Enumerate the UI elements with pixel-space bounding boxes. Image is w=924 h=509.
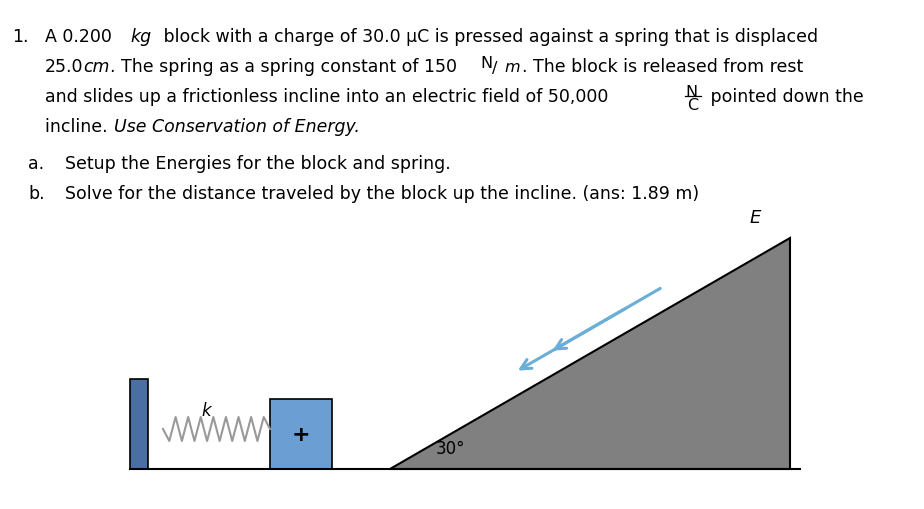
Text: Solve for the distance traveled by the block up the incline. (ans: 1.89 m): Solve for the distance traveled by the b… — [65, 185, 699, 203]
Text: 1.: 1. — [12, 28, 29, 46]
Bar — [130, 379, 148, 469]
Text: 30°: 30° — [435, 439, 465, 457]
Text: A 0.200: A 0.200 — [45, 28, 117, 46]
Text: k: k — [201, 401, 212, 419]
Bar — [270, 399, 332, 469]
Text: a.: a. — [28, 155, 44, 173]
Text: m: m — [504, 60, 519, 75]
Text: . The spring as a spring constant of 150: . The spring as a spring constant of 150 — [110, 58, 463, 76]
Text: block with a charge of 30.0 μC is pressed against a spring that is displaced: block with a charge of 30.0 μC is presse… — [158, 28, 818, 46]
Text: Use Conservation of Energy.: Use Conservation of Energy. — [114, 118, 359, 136]
Text: pointed down the: pointed down the — [705, 88, 864, 106]
Text: E: E — [749, 209, 760, 227]
Text: C: C — [687, 98, 699, 113]
Text: b.: b. — [28, 185, 44, 203]
Text: and slides up a frictionless incline into an electric field of 50,000: and slides up a frictionless incline int… — [45, 88, 614, 106]
Text: N: N — [480, 56, 492, 71]
Text: incline.: incline. — [45, 118, 113, 136]
Text: Setup the Energies for the block and spring.: Setup the Energies for the block and spr… — [65, 155, 451, 173]
Text: /: / — [492, 61, 497, 76]
Text: 25.0: 25.0 — [45, 58, 83, 76]
Polygon shape — [390, 239, 790, 469]
Text: kg: kg — [130, 28, 152, 46]
Text: . The block is released from rest: . The block is released from rest — [522, 58, 803, 76]
Text: +: + — [292, 424, 310, 444]
Text: N: N — [685, 85, 697, 100]
Text: cm: cm — [83, 58, 109, 76]
